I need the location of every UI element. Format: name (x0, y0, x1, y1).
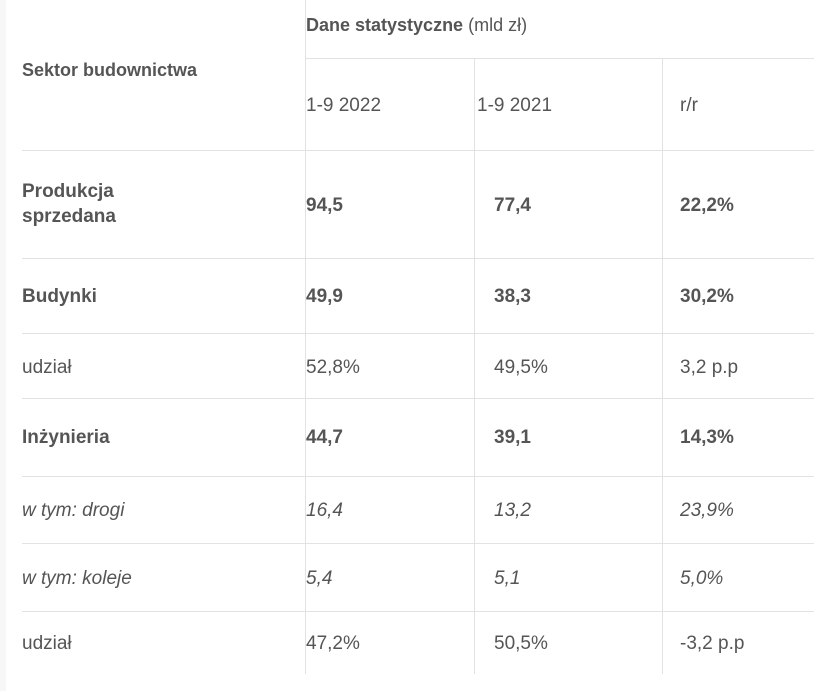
table-cell: 52,8% (306, 356, 360, 378)
column-header-2022: 1-9 2022 (306, 94, 382, 116)
table-cell: 49,5% (494, 356, 548, 378)
table-cell: 23,9% (680, 499, 734, 521)
grid-line (22, 476, 814, 477)
table-cell: 44,7 (306, 426, 343, 448)
table-cell: 3,2 p.p (680, 356, 739, 378)
grid-line (22, 611, 814, 612)
grid-line (22, 150, 814, 151)
row-label: w tym: koleje (22, 567, 132, 589)
column-header-yoy: r/r (680, 94, 698, 116)
grid-line (22, 333, 814, 334)
group-title: Dane statystyczne (306, 14, 464, 35)
row-label: udział (22, 632, 72, 654)
table-cell: 30,2% (680, 285, 734, 307)
table-cell: 5,0% (680, 567, 724, 589)
table-cell: -3,2 p.p (680, 632, 745, 654)
table-cell: 39,1 (494, 426, 531, 448)
column-header-sector: Sektor budownictwa (22, 55, 292, 85)
table-cell: 13,2 (494, 499, 531, 521)
table-cell: 16,4 (306, 499, 343, 521)
row-label: Budynki (22, 285, 97, 307)
row-label: Inżynieria (22, 426, 110, 448)
grid-line (306, 58, 814, 59)
column-group-header: Dane statystyczne (mld zł) (306, 10, 806, 40)
table-cell: 77,4 (494, 194, 531, 216)
grid-line (662, 58, 663, 674)
grid-line (474, 58, 475, 674)
row-label: w tym: drogi (22, 499, 125, 521)
left-edge-strip (0, 0, 6, 691)
table-cell: 38,3 (494, 285, 531, 307)
grid-line (22, 258, 814, 259)
column-header-2021: 1-9 2021 (477, 94, 553, 116)
table-cell: 49,9 (306, 285, 343, 307)
grid-line (22, 543, 814, 544)
table-cell: 47,2% (306, 632, 360, 654)
table-cell: 14,3% (680, 426, 734, 448)
table-cell: 5,1 (494, 567, 521, 589)
table-cell: 50,5% (494, 632, 548, 654)
table-cell: 22,2% (680, 194, 734, 216)
table-cell: 94,5 (306, 194, 343, 216)
row-label: Produkcja sprzedana (22, 181, 116, 227)
grid-line (305, 0, 306, 674)
table-cell: 5,4 (306, 567, 333, 589)
row-label: udział (22, 356, 72, 378)
sector-header-label: Sektor budownictwa (22, 59, 198, 80)
grid-line (22, 398, 814, 399)
group-unit: (mld zł) (468, 14, 528, 35)
